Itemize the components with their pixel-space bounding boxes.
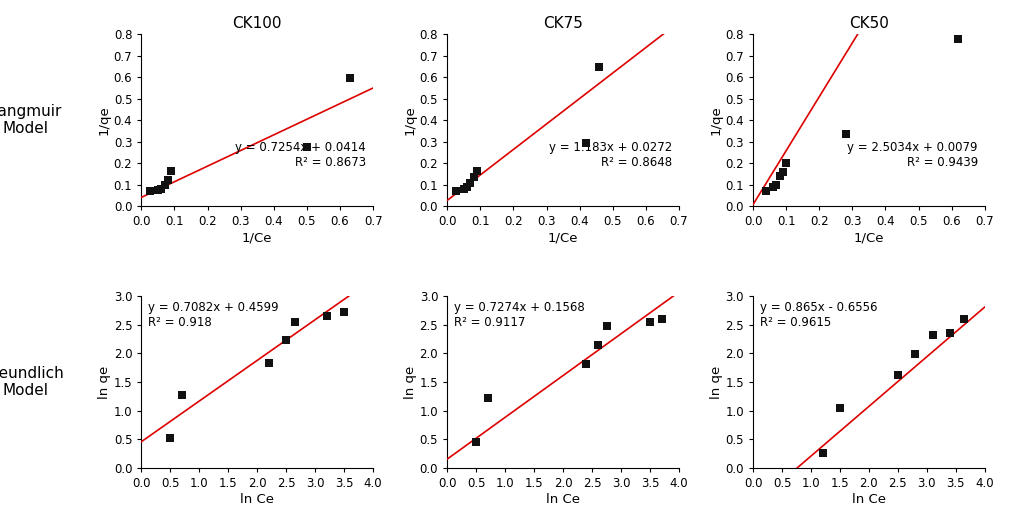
Point <box>765 183 781 191</box>
Text: y = 0.7274x + 0.1568
R² = 0.9117: y = 0.7274x + 0.1568 R² = 0.9117 <box>454 301 585 329</box>
Point <box>775 167 791 176</box>
X-axis label: ln Ce: ln Ce <box>851 493 886 506</box>
Point <box>769 180 785 189</box>
Point <box>160 176 176 185</box>
X-axis label: ln Ce: ln Ce <box>546 493 580 506</box>
Y-axis label: 1/qe: 1/qe <box>98 105 111 135</box>
Point <box>907 350 923 358</box>
Point <box>149 186 166 194</box>
Text: y = 0.7254x + 0.0414
R² = 0.8673: y = 0.7254x + 0.0414 R² = 0.8673 <box>235 141 367 168</box>
Point <box>278 336 294 344</box>
Point <box>642 317 659 326</box>
Point <box>956 315 973 323</box>
Point <box>287 317 303 326</box>
Point <box>261 359 277 367</box>
Text: y = 0.865x - 0.6556
R² = 0.9615: y = 0.865x - 0.6556 R² = 0.9615 <box>760 301 878 329</box>
Point <box>942 329 958 337</box>
Text: y = 0.7082x + 0.4599
R² = 0.918: y = 0.7082x + 0.4599 R² = 0.918 <box>148 301 279 329</box>
Point <box>154 185 170 193</box>
Point <box>578 359 594 368</box>
Title: CK100: CK100 <box>232 16 282 31</box>
Point <box>463 178 479 187</box>
Point <box>837 130 853 138</box>
Y-axis label: ln qe: ln qe <box>404 366 417 399</box>
Point <box>772 172 788 180</box>
Title: CK75: CK75 <box>543 16 583 31</box>
X-axis label: 1/Ce: 1/Ce <box>547 231 579 244</box>
Point <box>950 35 967 43</box>
Point <box>466 173 482 181</box>
Point <box>578 139 594 147</box>
Point <box>814 449 830 457</box>
Point <box>599 322 615 331</box>
Point <box>468 438 484 447</box>
Point <box>592 63 608 72</box>
Y-axis label: 1/qe: 1/qe <box>404 105 417 135</box>
Point <box>456 185 472 193</box>
Point <box>459 183 475 191</box>
Point <box>299 143 315 151</box>
Point <box>653 315 670 323</box>
Text: Langmuir
Model: Langmuir Model <box>0 104 62 137</box>
Y-axis label: 1/qe: 1/qe <box>710 105 722 135</box>
Point <box>163 166 179 175</box>
Y-axis label: ln qe: ln qe <box>710 366 722 399</box>
Point <box>447 187 464 196</box>
Point <box>319 312 335 320</box>
Text: y = 1.183x + 0.0272
R² = 0.8648: y = 1.183x + 0.0272 R² = 0.8648 <box>548 141 672 168</box>
Point <box>778 159 794 167</box>
Point <box>141 187 158 196</box>
Point <box>157 180 173 189</box>
Point <box>890 371 906 379</box>
Point <box>759 187 775 196</box>
Point <box>480 394 496 402</box>
Point <box>590 341 606 349</box>
Title: CK50: CK50 <box>849 16 889 31</box>
Point <box>832 404 848 412</box>
Point <box>469 166 485 175</box>
Point <box>174 390 190 399</box>
Point <box>924 331 940 339</box>
Point <box>163 434 179 442</box>
Text: Freundlich
Model: Freundlich Model <box>0 366 65 398</box>
Y-axis label: ln qe: ln qe <box>98 366 111 399</box>
X-axis label: ln Ce: ln Ce <box>240 493 275 506</box>
X-axis label: 1/Ce: 1/Ce <box>242 231 273 244</box>
X-axis label: 1/Ce: 1/Ce <box>853 231 884 244</box>
Text: y = 2.5034x + 0.0079
R² = 0.9439: y = 2.5034x + 0.0079 R² = 0.9439 <box>847 141 978 168</box>
Point <box>341 74 358 82</box>
Point <box>336 308 352 316</box>
